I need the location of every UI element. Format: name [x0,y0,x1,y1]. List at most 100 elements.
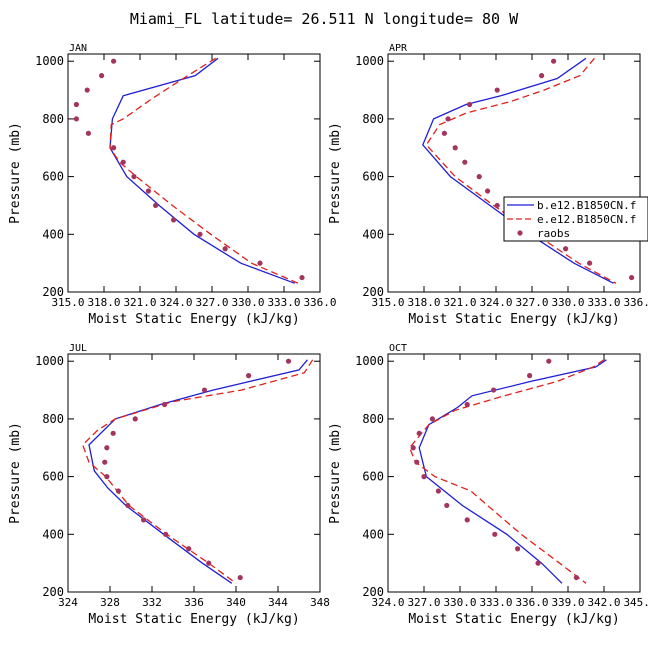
raobs-point [145,188,151,194]
raobs-point [491,387,497,393]
x-tick-label: 333.0 [587,296,620,309]
raobs-point [485,188,491,194]
raobs-point [115,488,121,494]
y-tick-label: 1000 [355,354,384,368]
raobs-point [515,546,521,552]
y-tick-label: 600 [362,170,384,184]
legend-marker-dot [517,230,523,236]
x-tick-label: 339.0 [551,596,584,609]
x-tick-label: 340 [226,596,246,609]
x-tick-label: 324.0 [479,296,512,309]
y-tick-label: 200 [362,585,384,599]
raobs-point [414,459,420,465]
y-axis-title: Pressure (mb) [8,122,23,224]
raobs-point [494,202,500,209]
series-line-b [422,57,614,284]
raobs-point [201,387,208,393]
raobs-point [441,130,447,136]
x-axis-title: Moist Static Energy (kJ/kg) [408,612,619,627]
x-tick-label: 330.0 [231,296,264,309]
x-axis-title: Moist Static Energy (kJ/kg) [88,312,299,327]
raobs-point [171,217,177,223]
series-line-b [88,359,308,584]
raobs-point [111,145,117,151]
x-tick-label: 321.0 [443,296,476,309]
raobs-point [85,130,91,136]
plot-frame [387,353,641,593]
x-tick-label: 348 [310,596,330,609]
x-tick-label: 342.0 [587,596,620,609]
raobs-point [131,174,137,180]
x-tick-label: 336.0 [623,296,648,309]
raobs-point [237,574,243,581]
series-line-b [109,57,296,284]
y-tick-label: 800 [42,412,64,426]
raobs-point [629,274,635,281]
x-tick-label: 315.0 [51,296,84,309]
y-tick-label: 800 [362,412,384,426]
series-line-b [418,359,607,584]
raobs-point [429,416,435,422]
y-axis-title: Pressure (mb) [328,422,343,524]
x-tick-label: 324 [58,596,78,609]
x-tick-label: 324.0 [159,296,192,309]
y-tick-label: 600 [362,470,384,484]
raobs-point [111,58,117,64]
raobs-point [452,145,458,151]
raobs-point [102,459,108,465]
y-axis-title: Pressure (mb) [328,122,343,224]
raobs-point [162,401,168,408]
raobs-point [285,358,292,364]
raobs-point [120,159,126,165]
x-tick-label: 336 [184,596,204,609]
x-tick-label: 327.0 [195,296,228,309]
raobs-point [467,101,473,108]
y-tick-label: 600 [42,470,64,484]
raobs-point [197,231,203,237]
x-tick-label: 330.0 [551,296,584,309]
x-tick-label: 328 [100,596,120,609]
y-tick-label: 400 [42,227,64,241]
y-tick-label: 400 [362,227,384,241]
x-tick-label: 327.0 [515,296,548,309]
raobs-point [573,574,580,581]
y-tick-label: 200 [42,285,64,299]
raobs-point [73,101,79,108]
x-tick-label: 318.0 [407,296,440,309]
panel-title: APR [389,43,408,54]
x-tick-label: 336.0 [303,296,336,309]
raobs-point [153,202,159,209]
raobs-point [132,416,138,422]
raobs-point [563,246,569,252]
plot-frame [387,53,641,293]
panel-title: JAN [69,43,87,54]
y-tick-label: 400 [42,527,64,541]
raobs-point [494,87,500,93]
series-line-e [425,57,617,284]
raobs-point [527,373,533,379]
raobs-point [110,430,116,436]
x-tick-label: 345.0 [623,596,648,609]
raobs-point [535,560,541,566]
raobs-point [73,116,79,122]
raobs-point [464,401,470,408]
y-tick-label: 400 [362,527,384,541]
x-axis-title: Moist Static Energy (kJ/kg) [88,612,299,627]
series-line-e [109,57,299,284]
raobs-point [464,517,470,523]
raobs-point [587,260,593,266]
y-axis-title: Pressure (mb) [8,422,23,524]
plot-frame [67,53,321,293]
raobs-point [104,474,110,480]
x-tick-label: 330.0 [443,596,476,609]
raobs-point [84,87,90,93]
x-tick-label: 333.0 [479,596,512,609]
raobs-point [551,58,557,64]
raobs-point [104,445,110,451]
raobs-point [206,560,212,566]
legend-label: e.e12.B1850CN.f [537,213,636,226]
